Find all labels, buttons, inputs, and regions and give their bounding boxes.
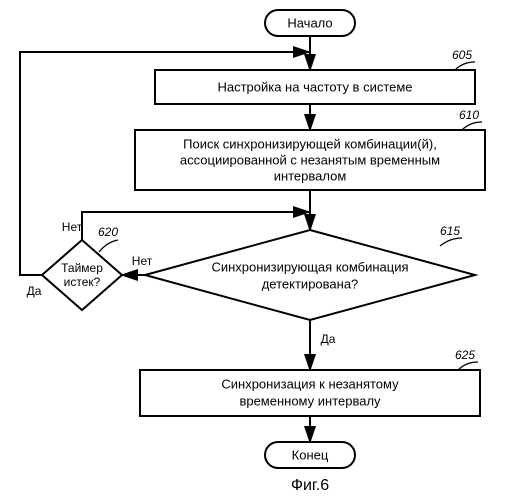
end-label: Конец: [292, 447, 329, 462]
label-no-620: Нет: [62, 220, 83, 234]
ref-leader: [458, 362, 478, 370]
box-605-text: Настройка на частоту в системе: [217, 79, 412, 94]
start-node: Начало: [265, 10, 355, 36]
ref-leader: [440, 238, 462, 246]
ref-leader: [462, 122, 482, 130]
decision-615: Синхронизирующая комбинация детектирован…: [145, 224, 475, 320]
dec-620-ref: 620: [98, 225, 118, 239]
flowchart: Начало Настройка на частоту в системе 60…: [0, 0, 515, 500]
box-605-ref: 605: [452, 48, 472, 62]
label-no-615: Нет: [132, 254, 153, 268]
figure-label: Фиг.6: [291, 477, 329, 494]
box-610-t3: интервалом: [274, 168, 347, 183]
ref-leader: [455, 62, 475, 70]
box-610-t2: ассоциированной с незанятым временным: [180, 152, 440, 167]
box-610-t1: Поиск синхронизирующей комбинации(й),: [183, 136, 437, 151]
label-yes-615: Да: [321, 332, 336, 346]
box-625-t1: Синхронизация к незанятому: [221, 376, 399, 391]
box-605: Настройка на частоту в системе 605: [155, 48, 475, 104]
dec-620-t2: истек?: [64, 275, 101, 289]
dec-620-t1: Таймер: [61, 261, 103, 275]
dec-615-t1: Синхронизирующая комбинация: [211, 259, 408, 274]
end-node: Конец: [265, 442, 355, 468]
box-625-t2: временному интервалу: [239, 393, 381, 408]
dec-615-ref: 615: [440, 224, 460, 238]
box-610-ref: 610: [459, 108, 479, 122]
start-label: Начало: [287, 15, 332, 30]
ref-leader: [99, 240, 118, 252]
box-625-ref: 625: [455, 348, 475, 362]
dec-615-t2: детектирована?: [262, 276, 359, 291]
label-yes-620: Да: [27, 284, 42, 298]
